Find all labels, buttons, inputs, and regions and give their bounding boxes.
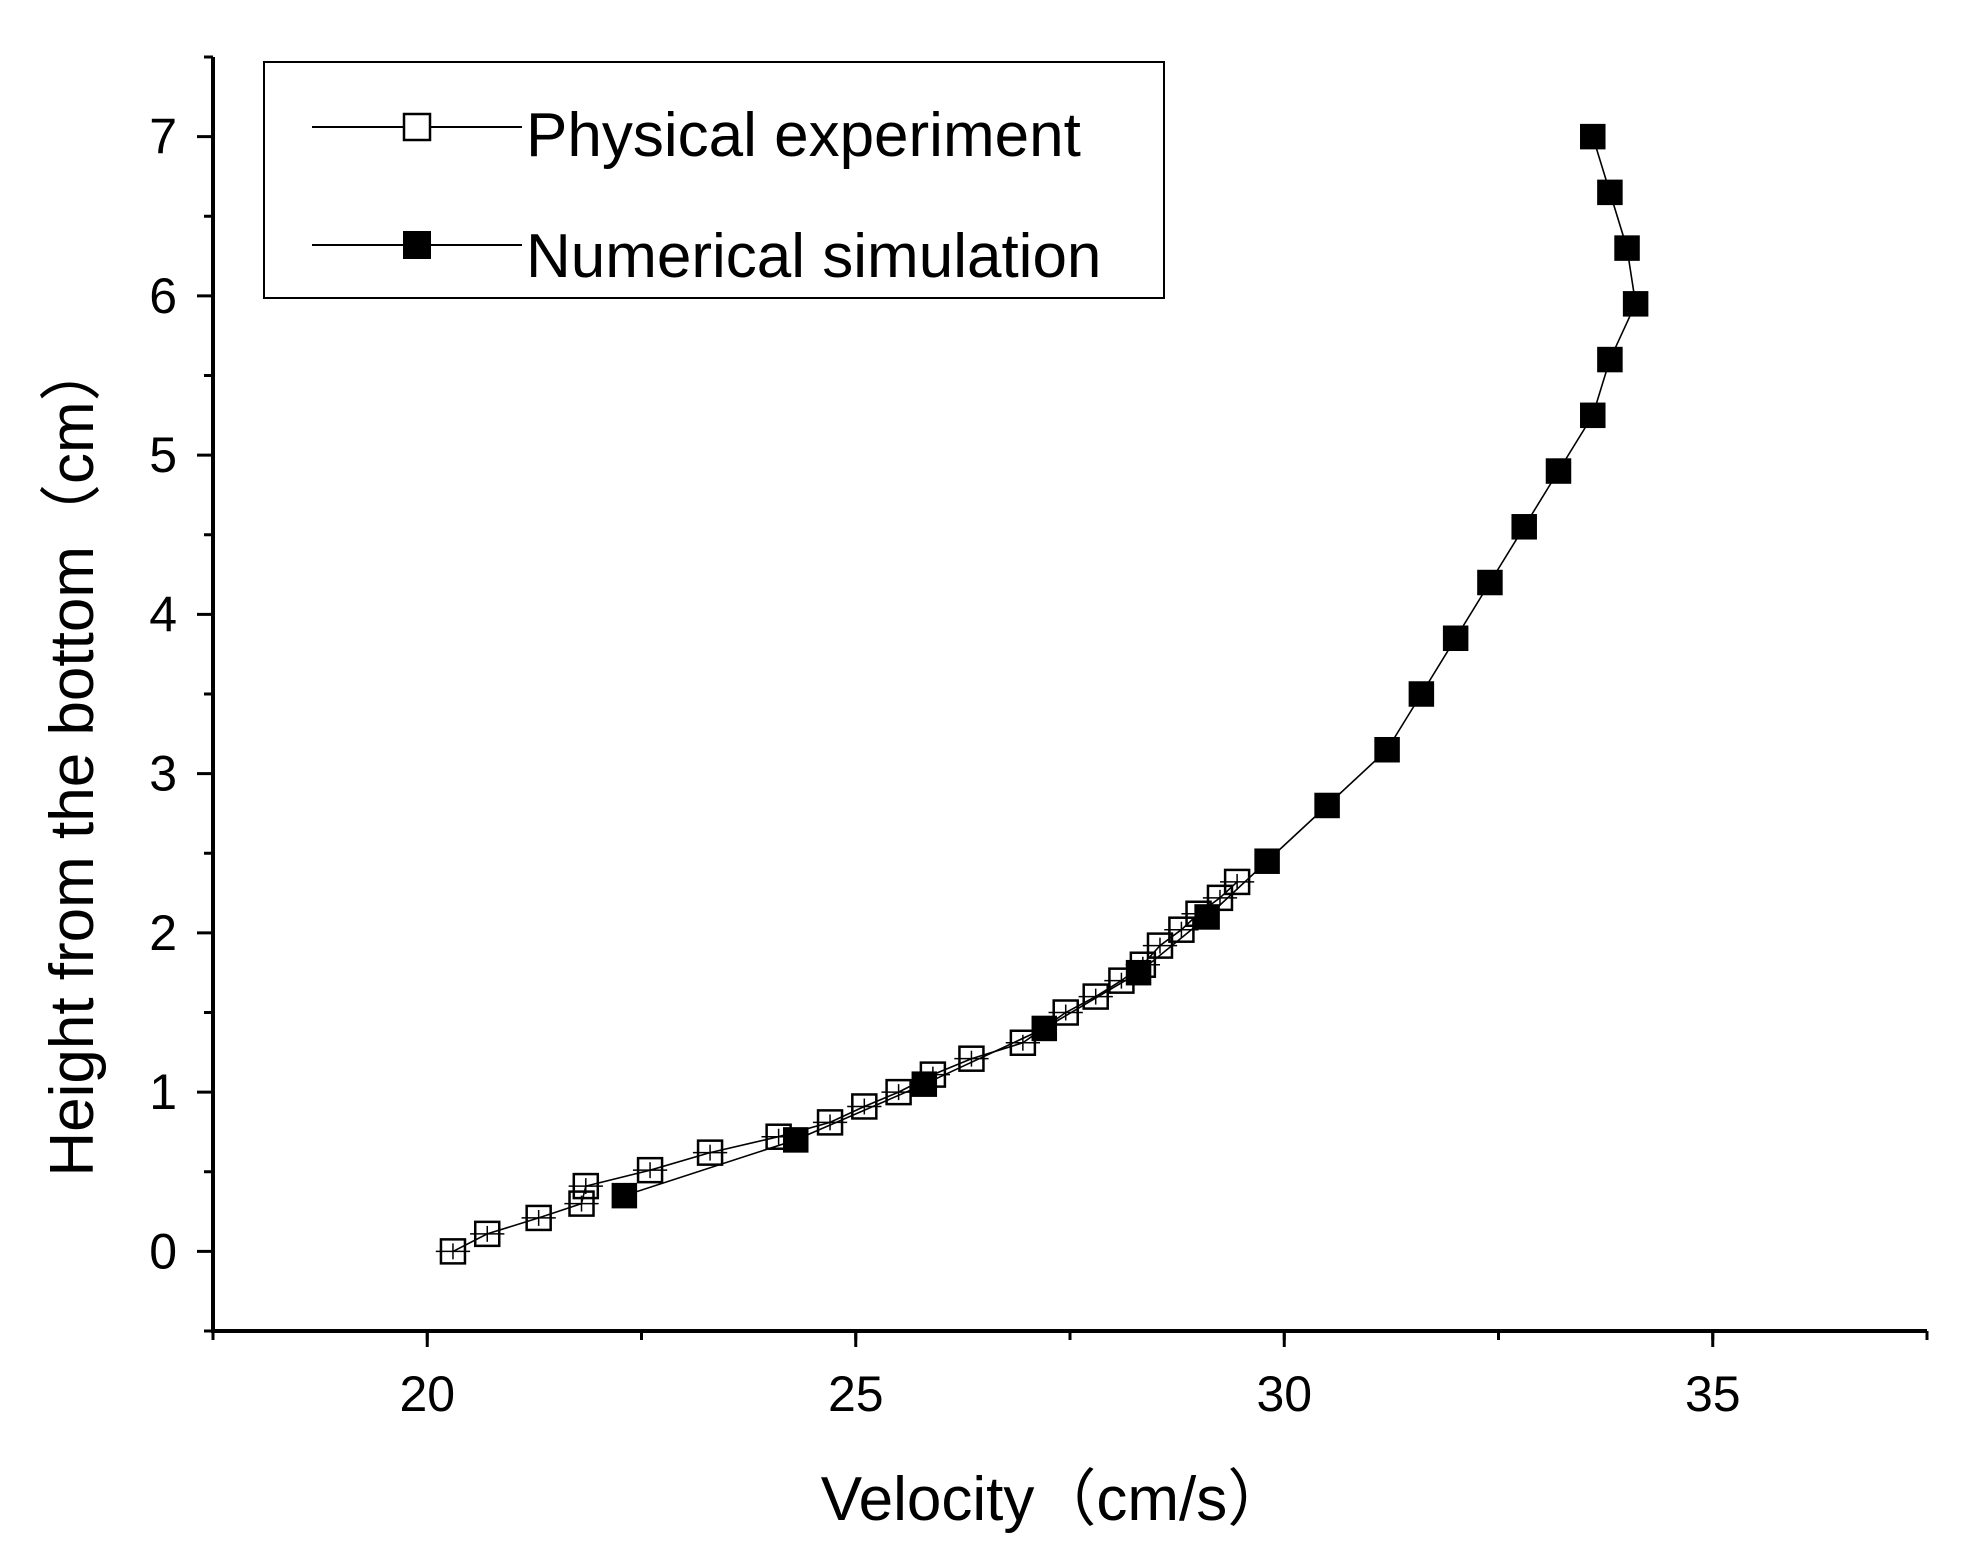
- y-ticks: 0 1 2 3 4 5 6 7: [149, 55, 213, 1333]
- data-point-numerical: [783, 1127, 809, 1153]
- data-point-physical: [439, 1238, 467, 1265]
- data-point-numerical: [1614, 235, 1640, 261]
- legend-label-numerical: Numerical simulation: [526, 222, 1101, 291]
- data-point-physical: [696, 1139, 724, 1166]
- legend: Physical experiment Numerical simulation: [263, 61, 1165, 299]
- x-tick-label: 30: [1256, 1366, 1312, 1422]
- x-ticks: 20 25 30 35: [211, 1331, 1929, 1422]
- data-point-numerical: [1374, 736, 1400, 763]
- series-layer: [435, 123, 1649, 1265]
- data-point-numerical: [1580, 123, 1606, 150]
- series-numerical-simulation: [611, 123, 1649, 1209]
- legend-marker-physical: [402, 112, 432, 142]
- legend-label-physical: Physical experiment: [526, 101, 1081, 170]
- data-point-physical: [816, 1109, 844, 1136]
- data-point-numerical: [1597, 346, 1623, 373]
- data-point-numerical: [1408, 681, 1435, 707]
- data-point-physical: [958, 1045, 985, 1072]
- data-point-physical: [1082, 983, 1109, 1010]
- data-point-numerical: [1254, 848, 1280, 874]
- y-tick-label: 7: [149, 109, 177, 165]
- data-point-numerical: [1442, 625, 1469, 652]
- y-tick-label: 0: [149, 1223, 177, 1279]
- data-point-physical: [1168, 916, 1195, 943]
- series-physical-experiment: [435, 868, 1255, 1265]
- y-axis-title: Height from the bottom（cm）: [38, 339, 107, 1176]
- data-point-numerical: [1125, 959, 1152, 986]
- y-tick-label: 5: [149, 427, 177, 483]
- data-point-physical: [572, 1172, 600, 1200]
- y-tick-label: 2: [149, 905, 177, 961]
- y-tick-label: 6: [149, 268, 177, 324]
- x-axis-title: Velocity（cm/s）: [821, 1465, 1290, 1534]
- data-point-numerical: [611, 1182, 638, 1209]
- x-tick-label: 35: [1685, 1366, 1741, 1422]
- y-tick-label: 3: [149, 746, 177, 802]
- data-point-physical: [851, 1093, 878, 1120]
- data-point-numerical: [1545, 458, 1572, 484]
- data-point-physical: [1206, 884, 1234, 912]
- data-point-numerical: [1031, 1015, 1058, 1042]
- legend-marker-numerical: [403, 231, 431, 259]
- data-point-numerical: [1511, 514, 1537, 540]
- x-tick-label: 20: [399, 1366, 455, 1422]
- data-point-physical: [525, 1204, 552, 1232]
- data-point-numerical: [1314, 792, 1340, 819]
- data-point-physical: [1223, 868, 1251, 896]
- data-point-physical: [1052, 999, 1079, 1026]
- data-point-numerical: [911, 1071, 938, 1097]
- data-point-numerical: [1597, 179, 1623, 206]
- data-point-physical: [1009, 1029, 1037, 1057]
- data-point-numerical: [1622, 291, 1649, 317]
- data-point-physical: [636, 1156, 664, 1184]
- y-tick-label: 1: [149, 1064, 177, 1120]
- data-point-physical: [885, 1078, 912, 1106]
- data-point-numerical: [1477, 569, 1503, 596]
- y-tick-label: 4: [149, 586, 177, 642]
- x-tick-label: 25: [828, 1366, 884, 1422]
- data-point-physical: [568, 1190, 595, 1217]
- data-point-numerical: [1580, 402, 1606, 429]
- data-point-numerical: [1194, 904, 1220, 930]
- data-point-physical: [473, 1220, 501, 1248]
